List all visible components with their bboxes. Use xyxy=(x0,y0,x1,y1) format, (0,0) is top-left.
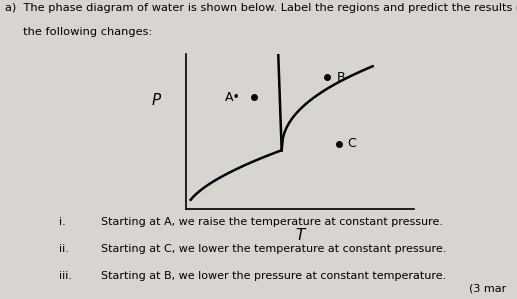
Text: A•: A• xyxy=(225,91,241,104)
Text: a)  The phase diagram of water is shown below. Label the regions and predict the: a) The phase diagram of water is shown b… xyxy=(5,3,517,13)
Text: ii.: ii. xyxy=(59,244,69,254)
Text: the following changes:: the following changes: xyxy=(5,27,153,37)
Text: i.: i. xyxy=(59,217,66,227)
Text: C: C xyxy=(347,138,356,150)
Text: Starting at C, we lower the temperature at constant pressure.: Starting at C, we lower the temperature … xyxy=(101,244,446,254)
Text: T: T xyxy=(295,228,305,243)
Text: iii.: iii. xyxy=(59,271,72,280)
Text: B: B xyxy=(336,71,345,84)
Text: Starting at A, we raise the temperature at constant pressure.: Starting at A, we raise the temperature … xyxy=(101,217,443,227)
Text: P: P xyxy=(152,93,161,108)
Text: (3 mar: (3 mar xyxy=(469,283,507,293)
Text: Starting at B, we lower the pressure at constant temperature.: Starting at B, we lower the pressure at … xyxy=(101,271,446,280)
